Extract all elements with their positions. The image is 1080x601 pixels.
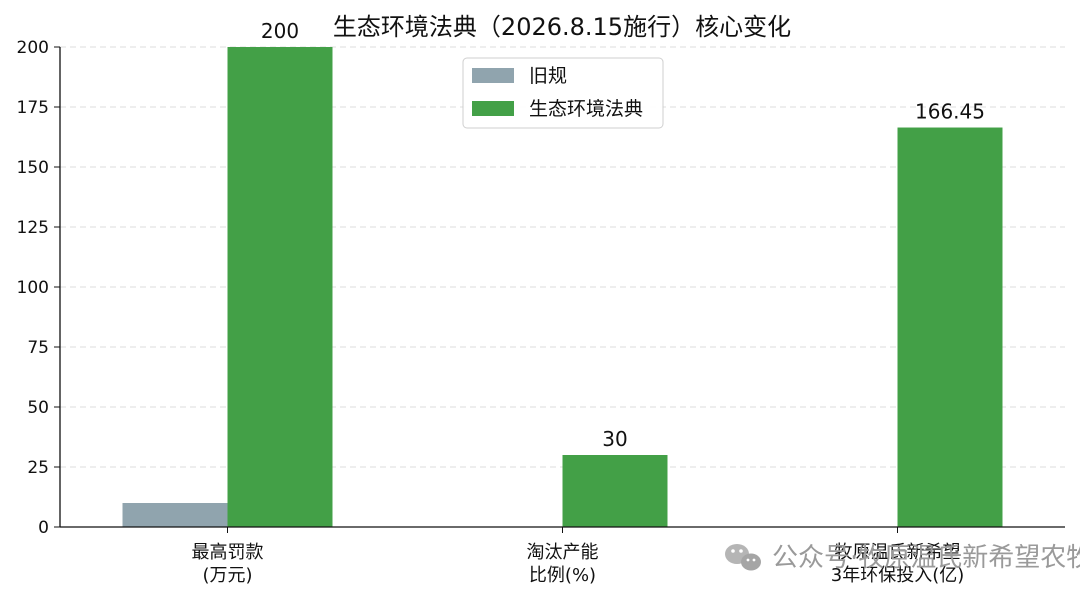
bar — [122, 503, 228, 527]
chart-title: 生态环境法典（2026.8.15施行）核心变化 — [333, 13, 791, 41]
watermark-text: 公众号·牧原温氏新希望农牧网 — [772, 543, 1080, 573]
legend-swatch — [472, 101, 514, 116]
y-axis-ticks: 0 25 50 75 100 125 150 175 200 — [17, 38, 60, 538]
y-tick-label: 175 — [17, 98, 49, 118]
x-tick-label: (万元) — [202, 565, 252, 586]
y-tick-label: 150 — [17, 158, 49, 178]
bar — [562, 455, 668, 527]
value-labels: 200 30 166.45 — [261, 19, 985, 451]
bar-value-label: 30 — [602, 427, 627, 451]
x-tick-label: 比例(%) — [529, 565, 596, 586]
y-tick-label: 100 — [17, 278, 49, 298]
y-tick-label: 50 — [27, 398, 49, 418]
y-tick-label: 25 — [27, 458, 49, 478]
x-tick-label: 淘汰产能 — [527, 542, 599, 563]
x-tick-label: 3年环保投入(亿) — [831, 565, 965, 586]
bar-value-label: 200 — [261, 19, 299, 43]
x-tick-label: 最高罚款 — [192, 542, 264, 563]
watermark: 公众号·牧原温氏新希望农牧网 — [725, 543, 1080, 573]
bar — [897, 127, 1003, 528]
y-tick-label: 0 — [38, 518, 49, 538]
y-tick-label: 200 — [17, 38, 49, 58]
legend-label: 旧规 — [529, 65, 567, 87]
bars — [122, 47, 1003, 528]
y-tick-label: 75 — [27, 338, 49, 358]
wechat-icon — [725, 544, 761, 571]
bar — [227, 47, 333, 527]
legend-swatch — [472, 68, 514, 83]
y-tick-label: 125 — [17, 218, 49, 238]
x-tick-label: 牧原温氏新希望 — [835, 542, 961, 563]
legend-label: 生态环境法典 — [529, 98, 643, 120]
bar-value-label: 166.45 — [915, 100, 985, 124]
